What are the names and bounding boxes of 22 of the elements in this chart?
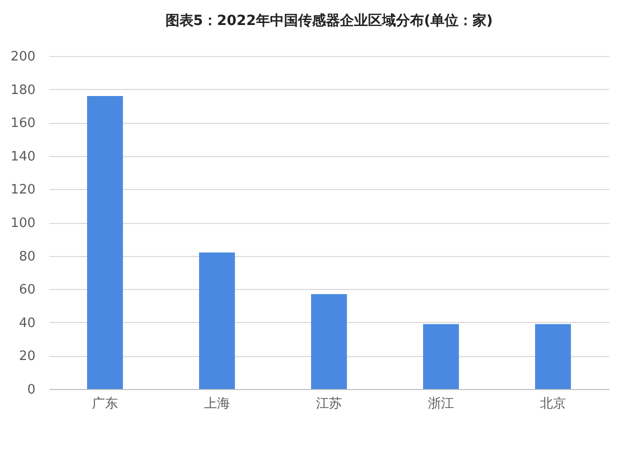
bar bbox=[199, 252, 235, 389]
y-tick-label: 60 bbox=[18, 282, 36, 298]
x-tick-label: 上海 bbox=[204, 396, 230, 412]
y-tick-label: 200 bbox=[10, 50, 36, 64]
chart-title: 图表5：2022年中国传感器企业区域分布(单位：家) bbox=[165, 12, 493, 29]
bar bbox=[535, 324, 571, 389]
y-tick-label: 140 bbox=[10, 149, 36, 164]
x-tick-label: 北京 bbox=[540, 396, 566, 412]
y-tick-label: 160 bbox=[10, 116, 36, 132]
y-tick-label: 180 bbox=[10, 82, 36, 98]
x-tick-label: 浙江 bbox=[428, 396, 454, 412]
bar bbox=[311, 294, 347, 389]
x-tick-label: 广东 bbox=[92, 396, 118, 412]
y-tick-label: 80 bbox=[18, 249, 36, 264]
y-tick-label: 100 bbox=[10, 216, 36, 231]
y-tick-label: 0 bbox=[27, 382, 36, 398]
bar bbox=[87, 96, 123, 389]
y-tick-label: 20 bbox=[18, 349, 36, 364]
y-tick-label: 40 bbox=[18, 316, 36, 331]
bar bbox=[423, 324, 459, 389]
y-tick-label: 120 bbox=[10, 182, 36, 198]
x-tick-label: 江苏 bbox=[316, 396, 342, 412]
